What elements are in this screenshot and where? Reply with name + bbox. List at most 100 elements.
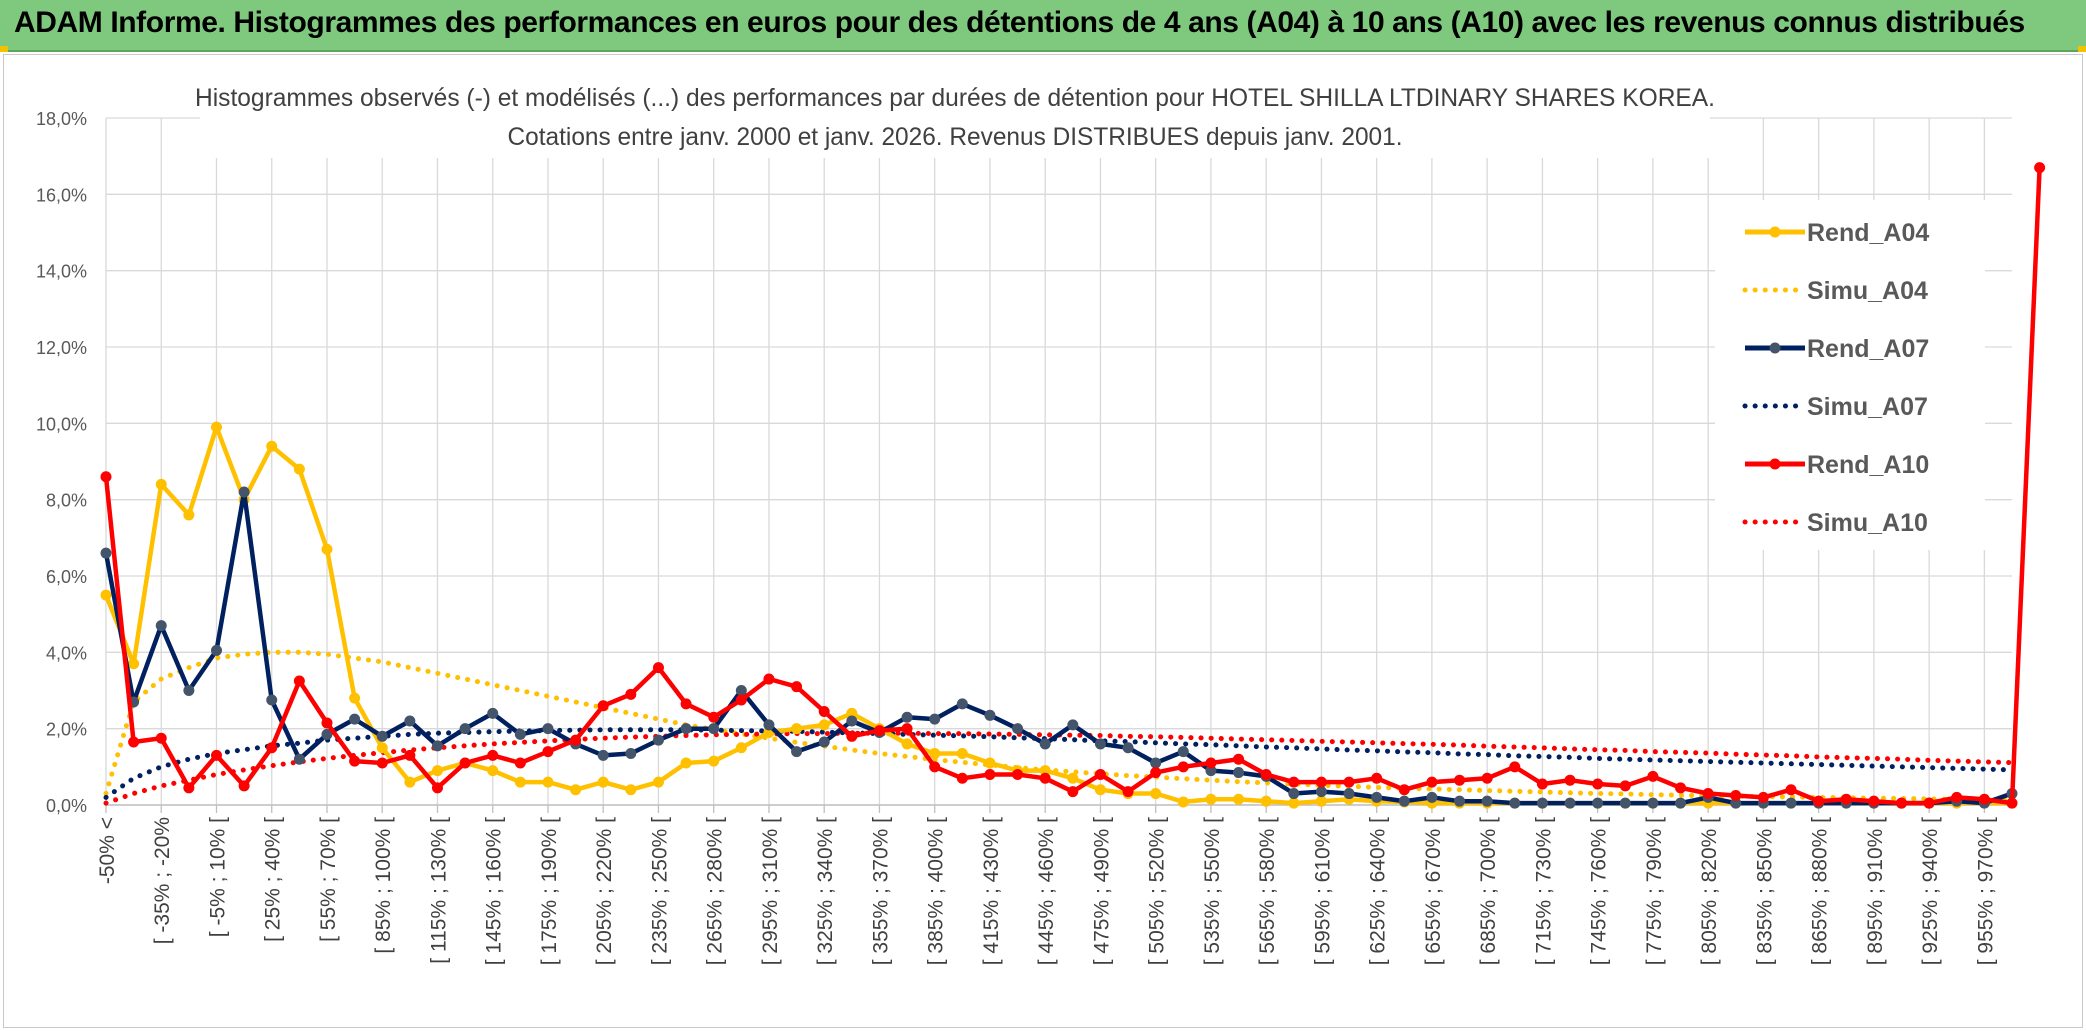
y-tick-label: 2,0% (46, 720, 87, 740)
data-point-rend_a10 (1426, 776, 1438, 788)
data-point-rend_a10 (2034, 162, 2046, 174)
legend-background (1715, 200, 1985, 550)
data-point-rend_a10 (1233, 753, 1245, 765)
data-point-rend_a10 (100, 471, 112, 483)
data-point-rend_a10 (431, 782, 443, 794)
data-point-rend_a10 (266, 742, 278, 754)
data-point-rend_a04 (735, 742, 747, 754)
y-axis-tick-labels: 0,0% 2,0% 4,0% 6,0% 8,0% 10,0% 12,0% 14,0% 16,0%… (36, 109, 87, 816)
data-point-rend_a10 (680, 698, 692, 710)
data-point-rend_a07 (763, 719, 775, 731)
data-point-rend_a04 (570, 784, 582, 796)
data-point-rend_a10 (1813, 795, 1825, 807)
data-point-rend_a04 (1150, 788, 1162, 800)
data-point-rend_a07 (1509, 797, 1521, 809)
series-line-rend_a07 (103, 489, 2013, 806)
x-tick-label: -50% < (96, 817, 119, 884)
data-point-rend_a07 (846, 715, 858, 727)
data-point-rend_a10 (1398, 784, 1410, 796)
data-point-rend_a04 (487, 765, 499, 777)
legend-marker-rend_a10 (1769, 458, 1781, 470)
data-point-rend_a07 (597, 749, 609, 761)
data-point-rend_a10 (1205, 757, 1217, 769)
data-point-rend_a04 (652, 776, 664, 788)
data-point-rend_a07 (956, 698, 968, 710)
data-point-rend_a04 (1260, 795, 1272, 807)
y-tick-label: 8,0% (46, 491, 87, 511)
legend-label-rend_a10: Rend_A10 (1807, 451, 1929, 479)
data-point-rend_a04 (791, 723, 803, 735)
data-point-rend_a07 (901, 711, 913, 723)
data-point-rend_a04 (818, 719, 830, 731)
data-point-rend_a04 (1233, 793, 1245, 805)
data-point-rend_a07 (1288, 788, 1300, 800)
data-point-rend_a04 (625, 784, 637, 796)
legend: Rend_A04 Simu_A04 Rend_A07 Simu_A07 Rend_A10… (1715, 200, 1985, 550)
x-axis-tick-labels: -50% < [ -35% ; -20% [ -5% ; 10% [[ 25% ; … (96, 817, 1997, 965)
series-layer (100, 162, 2046, 809)
data-point-rend_a10 (1371, 772, 1383, 784)
data-point-rend_a07 (349, 713, 361, 725)
data-point-rend_a04 (1067, 772, 1079, 784)
data-point-rend_a10 (570, 734, 582, 746)
series-line-rend_a04 (103, 424, 2012, 806)
y-tick-label: 16,0% (36, 185, 87, 205)
data-point-rend_a10 (956, 772, 968, 784)
x-tick-label: [ 655% ; 670% [ (1422, 817, 1445, 965)
data-point-rend_a10 (321, 717, 333, 729)
y-tick-label: 4,0% (46, 643, 87, 663)
data-point-rend_a10 (597, 700, 609, 712)
data-point-rend_a10 (625, 688, 637, 700)
data-point-rend_a10 (1896, 797, 1908, 809)
y-tick-label: 0,0% (46, 796, 87, 816)
legend-marker-rend_a07 (1769, 342, 1781, 354)
chart-frame (3, 54, 2083, 1028)
data-point-rend_a07 (1150, 757, 1162, 769)
x-tick-label: [ 25% ; 40% [ (262, 817, 285, 942)
x-tick-label: [ 85% ; 100% [ (372, 817, 395, 954)
data-point-rend_a10 (846, 730, 858, 742)
x-tick-label: [ 505% ; 520% [ (1146, 817, 1169, 965)
data-point-rend_a10 (1288, 776, 1300, 788)
data-point-rend_a10 (1177, 761, 1189, 773)
data-point-rend_a10 (1564, 774, 1576, 786)
data-point-rend_a07 (1454, 795, 1466, 807)
data-point-rend_a10 (404, 749, 416, 761)
data-point-rend_a07 (818, 736, 830, 748)
data-point-rend_a10 (652, 662, 664, 674)
data-point-rend_a07 (266, 694, 278, 706)
data-point-rend_a04 (321, 543, 333, 555)
data-point-rend_a04 (293, 463, 305, 475)
data-point-rend_a07 (1785, 797, 1797, 809)
data-point-rend_a07 (1398, 795, 1410, 807)
header-corner-right (2078, 46, 2086, 52)
data-point-rend_a10 (1978, 793, 1990, 805)
data-point-rend_a10 (183, 782, 195, 794)
legend-label-rend_a07: Rend_A07 (1807, 335, 1929, 363)
data-point-rend_a07 (1039, 738, 1051, 750)
data-point-rend_a07 (1094, 738, 1106, 750)
data-point-rend_a07 (1067, 719, 1079, 731)
data-point-rend_a07 (929, 713, 941, 725)
x-tick-label: [ -5% ; 10% [ (206, 817, 229, 937)
x-tick-label: [ 895% ; 910% [ (1864, 817, 1887, 965)
data-point-rend_a04 (100, 589, 112, 601)
data-point-rend_a04 (1094, 784, 1106, 796)
data-point-rend_a07 (183, 685, 195, 696)
x-tick-label: [ 745% ; 760% [ (1588, 817, 1611, 965)
data-point-rend_a10 (1647, 770, 1659, 782)
data-point-rend_a07 (1536, 797, 1548, 809)
data-point-rend_a10 (1951, 791, 1963, 803)
chart-subtitle: Cotations entre janv. 2000 et janv. 2026… (508, 123, 1403, 151)
data-point-rend_a04 (128, 658, 140, 670)
data-point-rend_a10 (2006, 797, 2018, 809)
data-point-rend_a07 (514, 728, 526, 740)
data-point-rend_a10 (1757, 791, 1769, 803)
data-point-rend_a04 (376, 742, 388, 754)
data-point-rend_a10 (984, 768, 996, 780)
data-point-rend_a07 (984, 709, 996, 721)
data-point-rend_a07 (1619, 797, 1631, 809)
data-point-rend_a04 (183, 509, 195, 521)
data-point-rend_a07 (321, 728, 333, 740)
